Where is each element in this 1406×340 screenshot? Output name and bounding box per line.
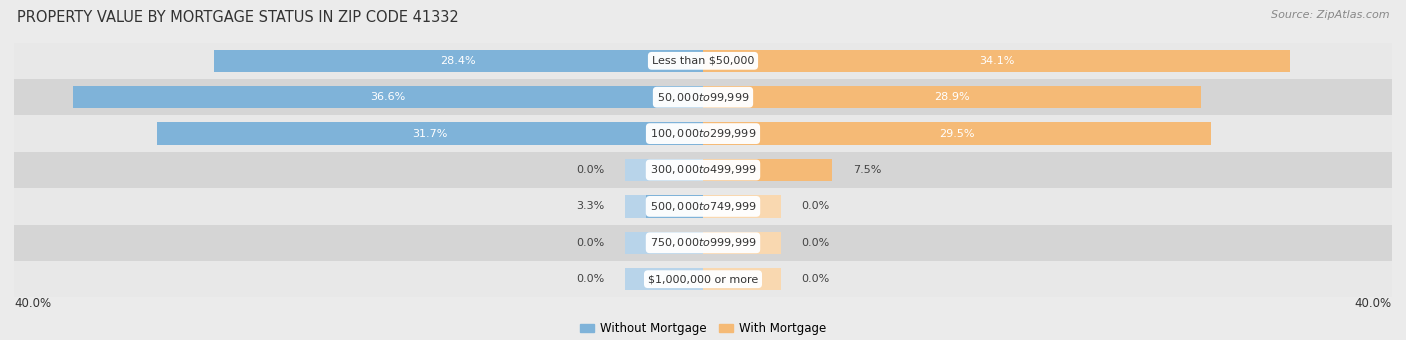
Text: 36.6%: 36.6% (370, 92, 405, 102)
Text: 0.0%: 0.0% (801, 274, 830, 284)
Text: 28.4%: 28.4% (440, 56, 477, 66)
Text: 40.0%: 40.0% (14, 298, 51, 310)
Text: 40.0%: 40.0% (1355, 298, 1392, 310)
Bar (626, 195, 703, 218)
Text: $300,000 to $499,999: $300,000 to $499,999 (650, 164, 756, 176)
Text: 0.0%: 0.0% (801, 238, 830, 248)
Text: 0.0%: 0.0% (576, 165, 605, 175)
Bar (626, 268, 703, 290)
Bar (626, 86, 703, 108)
Text: $50,000 to $99,999: $50,000 to $99,999 (657, 91, 749, 104)
Bar (626, 122, 703, 145)
Text: 0.0%: 0.0% (576, 238, 605, 248)
Text: 7.5%: 7.5% (853, 165, 882, 175)
Text: $100,000 to $299,999: $100,000 to $299,999 (650, 127, 756, 140)
Bar (14, 225, 1392, 261)
Bar (703, 122, 1211, 145)
Bar (703, 86, 1201, 108)
Bar (703, 50, 1291, 72)
Legend: Without Mortgage, With Mortgage: Without Mortgage, With Mortgage (575, 317, 831, 340)
Bar (14, 152, 1392, 188)
Bar (703, 159, 832, 181)
Bar (14, 188, 1392, 225)
Bar (73, 86, 703, 108)
Bar (626, 50, 703, 72)
Bar (647, 195, 703, 218)
Bar (14, 115, 1392, 152)
Bar (626, 232, 703, 254)
Text: 31.7%: 31.7% (412, 129, 447, 139)
Bar (626, 159, 703, 181)
Text: $750,000 to $999,999: $750,000 to $999,999 (650, 236, 756, 249)
Text: 29.5%: 29.5% (939, 129, 974, 139)
Bar (14, 261, 1392, 298)
Bar (157, 122, 703, 145)
Text: 3.3%: 3.3% (576, 201, 605, 211)
Text: Less than $50,000: Less than $50,000 (652, 56, 754, 66)
Bar (214, 50, 703, 72)
Text: Source: ZipAtlas.com: Source: ZipAtlas.com (1271, 10, 1389, 20)
Bar (703, 159, 780, 181)
Bar (703, 122, 780, 145)
Bar (703, 232, 780, 254)
Text: 0.0%: 0.0% (576, 274, 605, 284)
Bar (703, 86, 780, 108)
Bar (14, 42, 1392, 79)
Text: PROPERTY VALUE BY MORTGAGE STATUS IN ZIP CODE 41332: PROPERTY VALUE BY MORTGAGE STATUS IN ZIP… (17, 10, 458, 25)
Text: $500,000 to $749,999: $500,000 to $749,999 (650, 200, 756, 213)
Bar (703, 50, 780, 72)
Text: 28.9%: 28.9% (934, 92, 970, 102)
Text: 0.0%: 0.0% (801, 201, 830, 211)
Bar (703, 195, 780, 218)
Bar (14, 79, 1392, 115)
Text: $1,000,000 or more: $1,000,000 or more (648, 274, 758, 284)
Bar (703, 268, 780, 290)
Text: 34.1%: 34.1% (979, 56, 1014, 66)
